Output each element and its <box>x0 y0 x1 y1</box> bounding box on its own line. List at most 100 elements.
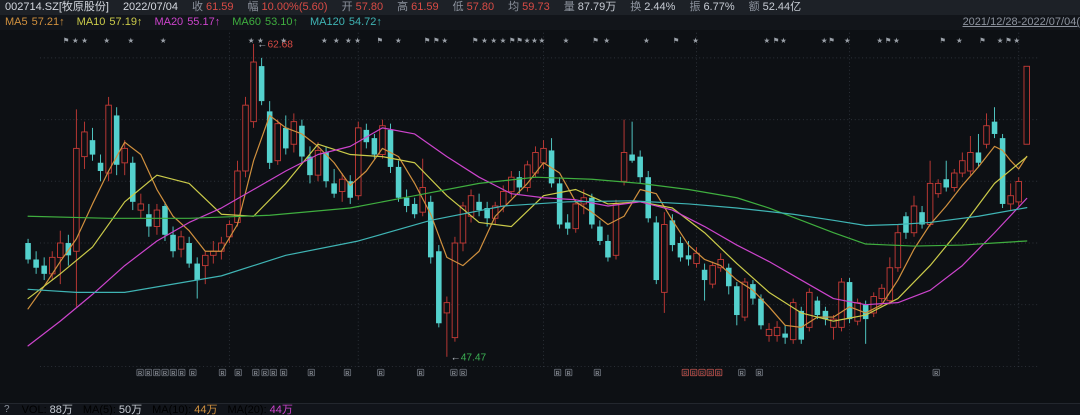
r-badge-icon[interactable] <box>307 368 315 377</box>
r-badge-icon[interactable] <box>218 368 227 377</box>
r-badge-icon[interactable] <box>450 368 458 377</box>
r-badge-icon[interactable] <box>593 368 602 377</box>
r-badge-icon[interactable] <box>189 368 197 377</box>
r-badge-icon[interactable] <box>169 368 178 377</box>
r-badge-icon[interactable] <box>136 368 144 377</box>
ma-value-item: MA5 57.21↑ <box>5 16 65 28</box>
star-event-icon[interactable]: ★ <box>333 36 340 45</box>
flag-event-icon[interactable]: ⚑ <box>377 36 384 45</box>
quote-field: 量 87.79万 <box>563 1 617 13</box>
star-event-icon[interactable]: ★ <box>72 36 79 45</box>
star-event-icon[interactable]: ★ <box>997 36 1004 45</box>
flag-event-icon[interactable]: ⚑ <box>516 36 523 45</box>
star-event-icon[interactable]: ★ <box>280 36 287 45</box>
star-event-icon[interactable]: ★ <box>893 36 900 45</box>
flag-event-icon[interactable]: ⚑ <box>979 36 986 45</box>
kline-chart-canvas[interactable]: ←62.68←47.47⚑ ★ ★ ★ ★ ★ ★ ★ ★ ★ ★ ★ ★ ⚑ ★ ⚑ ⚑ ★ ⚑ ★ ★ ★ ⚑ ⚑ ★ ★ ★ ★… <box>0 30 1080 404</box>
star-event-icon[interactable]: ★ <box>956 36 963 45</box>
volume-values: VOL: 88万 MA(5): 50万 MA(10): 44万 MA(20): 44万 <box>22 404 293 415</box>
ma-line-ma120 <box>27 200 1028 293</box>
star-event-icon[interactable]: ★ <box>844 36 851 45</box>
star-event-icon[interactable]: ★ <box>692 36 699 45</box>
r-badge-icon[interactable] <box>706 368 714 377</box>
star-event-icon[interactable]: ★ <box>257 36 264 45</box>
visible-date-range[interactable]: 2021/12/28-2022/07/04( <box>962 16 1080 28</box>
candle-body-down <box>89 140 96 155</box>
star-event-icon[interactable]: ★ <box>821 36 828 45</box>
r-badge-icon[interactable] <box>343 368 352 377</box>
star-event-icon[interactable]: ★ <box>1013 36 1020 45</box>
star-event-icon[interactable]: ★ <box>563 36 570 45</box>
star-event-icon[interactable]: ★ <box>531 36 538 45</box>
star-event-icon[interactable]: ★ <box>395 36 402 45</box>
candle-body-down <box>323 152 329 182</box>
r-badge-icon[interactable] <box>161 368 169 377</box>
star-event-icon[interactable]: ★ <box>524 36 531 45</box>
r-badge-icon[interactable] <box>738 368 746 377</box>
star-event-icon[interactable]: ★ <box>539 36 546 45</box>
r-badge-icon[interactable] <box>261 368 269 377</box>
r-badge-icon[interactable] <box>144 368 153 377</box>
candle-body-down <box>41 265 47 274</box>
r-badge-icon[interactable] <box>153 368 161 377</box>
quote-bar: 002714.SZ[牧原股份] 2022/07/04 收 61.59 幅 10.00%… <box>0 0 1080 15</box>
star-event-icon[interactable]: ★ <box>780 36 787 45</box>
star-event-icon[interactable]: ★ <box>441 36 448 45</box>
r-badge-icon[interactable] <box>698 368 706 377</box>
star-event-icon[interactable]: ★ <box>643 36 650 45</box>
flag-event-icon[interactable]: ⚑ <box>472 36 479 45</box>
candle-body-down <box>129 162 136 202</box>
star-event-icon[interactable]: ★ <box>248 36 255 45</box>
r-badge-icon[interactable] <box>715 368 723 377</box>
help-icon[interactable]: ? <box>4 404 10 415</box>
flag-event-icon[interactable]: ⚑ <box>828 36 835 45</box>
r-badge-icon[interactable] <box>690 368 698 377</box>
r-badge-icon[interactable] <box>932 368 940 377</box>
flag-event-icon[interactable]: ⚑ <box>63 36 70 45</box>
candle-body-up <box>886 267 894 302</box>
candle-body-down <box>605 240 611 258</box>
star-event-icon[interactable]: ★ <box>160 36 167 45</box>
star-event-icon[interactable]: ★ <box>321 36 328 45</box>
star-event-icon[interactable]: ★ <box>354 36 361 45</box>
r-badge-icon[interactable] <box>553 368 562 377</box>
quote-field: 高 61.59 <box>397 1 439 13</box>
r-badge-icon[interactable] <box>459 368 467 377</box>
candle-body-up <box>508 176 515 193</box>
flag-event-icon[interactable]: ⚑ <box>939 36 946 45</box>
r-badge-icon[interactable] <box>681 368 689 377</box>
star-event-icon[interactable]: ★ <box>603 36 610 45</box>
r-badge-icon[interactable] <box>755 368 764 377</box>
r-badge-letter: R <box>236 371 240 377</box>
r-badge-letter: R <box>180 371 184 377</box>
flag-event-icon[interactable]: ⚑ <box>673 36 680 45</box>
flag-event-icon[interactable]: ⚑ <box>433 36 440 45</box>
star-event-icon[interactable]: ★ <box>490 36 497 45</box>
star-event-icon[interactable]: ★ <box>128 36 135 45</box>
r-badge-icon[interactable] <box>234 368 242 377</box>
flag-event-icon[interactable]: ⚑ <box>592 36 599 45</box>
r-badge-icon[interactable] <box>178 368 186 377</box>
star-event-icon[interactable]: ★ <box>876 36 883 45</box>
r-badge-icon[interactable] <box>377 368 385 377</box>
r-badge-icon[interactable] <box>269 368 277 377</box>
star-event-icon[interactable]: ★ <box>763 36 770 45</box>
r-badge-icon[interactable] <box>279 368 288 377</box>
high-price-label: ←62.68 <box>257 40 293 51</box>
flag-event-icon[interactable]: ⚑ <box>773 36 780 45</box>
star-event-icon[interactable]: ★ <box>103 36 110 45</box>
star-event-icon[interactable]: ★ <box>345 36 352 45</box>
star-event-icon[interactable]: ★ <box>500 36 507 45</box>
candle-body-up <box>210 250 217 256</box>
r-badge-icon[interactable] <box>416 368 425 377</box>
quote-fields: 收 61.59 幅 10.00%(5.60) 开 57.80 高 61.59 低 57.80 均 59… <box>192 0 801 15</box>
flag-event-icon[interactable]: ⚑ <box>509 36 516 45</box>
flag-event-icon[interactable]: ⚑ <box>424 36 431 45</box>
star-event-icon[interactable]: ★ <box>81 36 88 45</box>
r-badge-icon[interactable] <box>565 368 573 377</box>
flag-event-icon[interactable]: ⚑ <box>1005 36 1012 45</box>
star-event-icon[interactable]: ★ <box>481 36 488 45</box>
r-badge-icon[interactable] <box>252 368 260 377</box>
stock-code-name[interactable]: 002714.SZ[牧原股份] <box>5 1 109 13</box>
flag-event-icon[interactable]: ⚑ <box>885 36 892 45</box>
